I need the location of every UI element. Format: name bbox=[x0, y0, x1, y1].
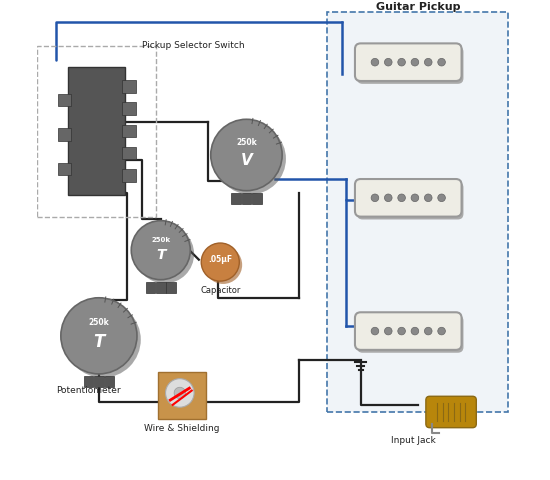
Text: Pickup Selector Switch: Pickup Selector Switch bbox=[142, 41, 244, 50]
Text: V: V bbox=[240, 153, 252, 168]
Circle shape bbox=[214, 123, 286, 194]
Circle shape bbox=[411, 327, 419, 335]
FancyBboxPatch shape bbox=[58, 163, 72, 176]
Circle shape bbox=[211, 120, 282, 191]
FancyBboxPatch shape bbox=[58, 129, 72, 141]
Circle shape bbox=[61, 298, 137, 374]
FancyBboxPatch shape bbox=[167, 282, 176, 292]
FancyBboxPatch shape bbox=[231, 193, 241, 204]
Circle shape bbox=[398, 59, 405, 66]
FancyBboxPatch shape bbox=[94, 376, 103, 387]
Circle shape bbox=[398, 194, 405, 202]
Circle shape bbox=[425, 59, 432, 66]
Circle shape bbox=[166, 379, 194, 407]
Circle shape bbox=[425, 327, 432, 335]
Circle shape bbox=[438, 327, 446, 335]
Circle shape bbox=[204, 246, 242, 284]
Circle shape bbox=[411, 194, 419, 202]
FancyBboxPatch shape bbox=[68, 67, 125, 195]
Circle shape bbox=[201, 243, 239, 281]
Text: Guitar Pickup: Guitar Pickup bbox=[376, 2, 460, 12]
Circle shape bbox=[131, 221, 190, 280]
Circle shape bbox=[65, 301, 141, 378]
FancyBboxPatch shape bbox=[357, 315, 464, 353]
FancyBboxPatch shape bbox=[156, 282, 166, 292]
Circle shape bbox=[384, 194, 392, 202]
Text: Wire & Shielding: Wire & Shielding bbox=[145, 424, 220, 433]
FancyBboxPatch shape bbox=[122, 80, 135, 93]
Circle shape bbox=[135, 225, 194, 284]
Circle shape bbox=[371, 327, 379, 335]
Text: 250k: 250k bbox=[151, 237, 170, 243]
FancyBboxPatch shape bbox=[327, 12, 508, 412]
Circle shape bbox=[438, 194, 446, 202]
FancyBboxPatch shape bbox=[355, 312, 461, 350]
FancyBboxPatch shape bbox=[426, 396, 476, 428]
FancyBboxPatch shape bbox=[355, 179, 461, 216]
FancyBboxPatch shape bbox=[355, 43, 461, 81]
FancyBboxPatch shape bbox=[357, 182, 464, 219]
Circle shape bbox=[411, 59, 419, 66]
Text: T: T bbox=[156, 248, 166, 262]
FancyBboxPatch shape bbox=[146, 282, 155, 292]
Circle shape bbox=[425, 194, 432, 202]
FancyBboxPatch shape bbox=[122, 102, 135, 115]
Text: Input Jack: Input Jack bbox=[390, 436, 436, 445]
FancyBboxPatch shape bbox=[58, 94, 72, 106]
Circle shape bbox=[398, 327, 405, 335]
Text: .05μF: .05μF bbox=[208, 255, 232, 264]
FancyBboxPatch shape bbox=[158, 372, 206, 419]
Text: T: T bbox=[93, 333, 104, 350]
Circle shape bbox=[384, 327, 392, 335]
Circle shape bbox=[371, 59, 379, 66]
FancyBboxPatch shape bbox=[122, 169, 135, 181]
Circle shape bbox=[384, 59, 392, 66]
Text: 250k: 250k bbox=[236, 138, 257, 147]
Text: Capacitor: Capacitor bbox=[200, 286, 240, 295]
FancyBboxPatch shape bbox=[84, 376, 93, 387]
FancyBboxPatch shape bbox=[122, 125, 135, 137]
FancyBboxPatch shape bbox=[357, 46, 464, 84]
FancyBboxPatch shape bbox=[104, 376, 114, 387]
Text: 250k: 250k bbox=[89, 318, 109, 327]
FancyBboxPatch shape bbox=[252, 193, 262, 204]
FancyBboxPatch shape bbox=[241, 193, 251, 204]
Circle shape bbox=[174, 387, 185, 399]
Text: Potentiometer: Potentiometer bbox=[56, 386, 120, 395]
Circle shape bbox=[371, 194, 379, 202]
FancyBboxPatch shape bbox=[122, 147, 135, 159]
Circle shape bbox=[438, 59, 446, 66]
